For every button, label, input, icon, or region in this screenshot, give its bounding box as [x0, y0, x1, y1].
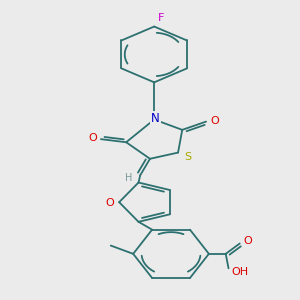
Text: O: O: [244, 236, 253, 246]
Text: O: O: [210, 116, 219, 126]
Text: O: O: [88, 133, 97, 143]
Text: OH: OH: [231, 267, 248, 278]
Text: N: N: [151, 112, 160, 125]
Text: O: O: [105, 198, 114, 208]
Text: F: F: [158, 13, 164, 23]
Text: S: S: [184, 152, 191, 162]
Text: H: H: [125, 173, 133, 183]
